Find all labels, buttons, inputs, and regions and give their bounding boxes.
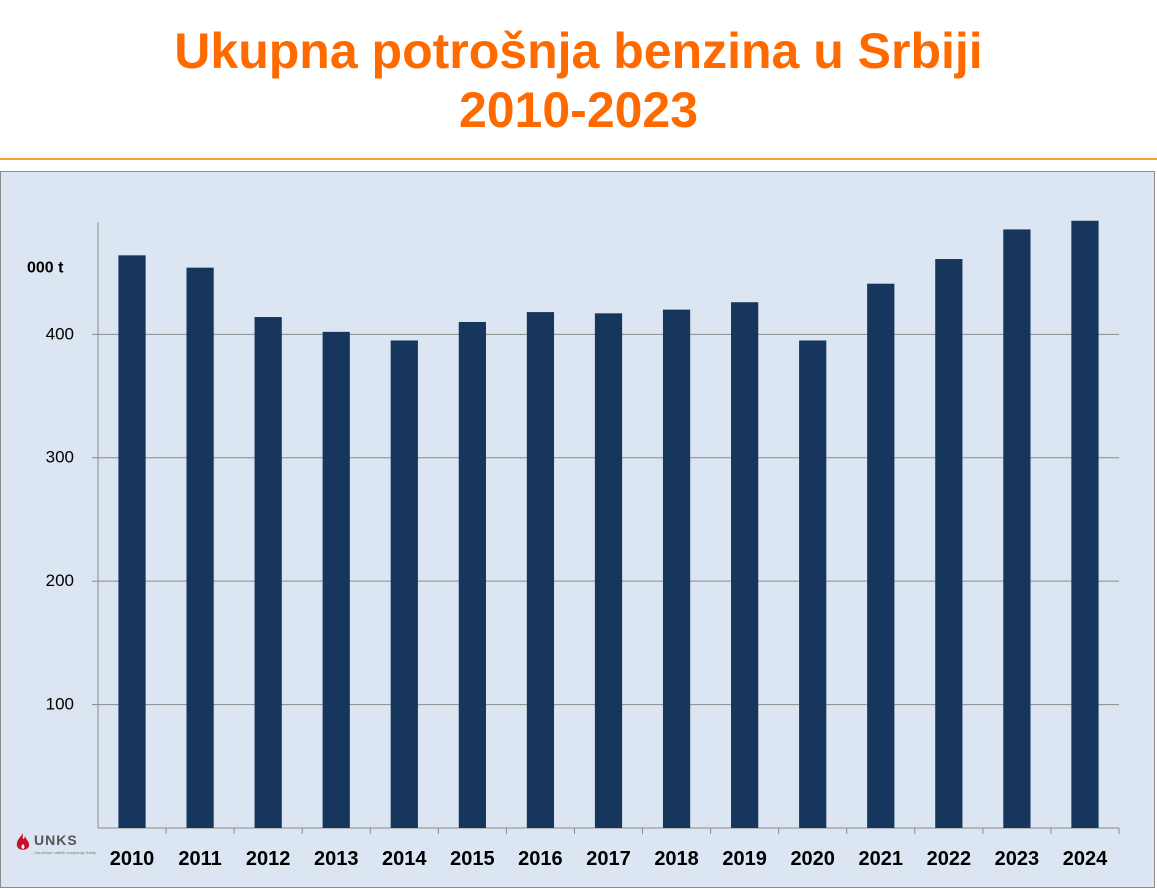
bar — [458, 321, 486, 828]
y-tick-label: 400 — [46, 324, 74, 343]
x-tick-label: 2022 — [927, 848, 972, 870]
bar — [935, 259, 963, 828]
y-tick-label: 100 — [46, 695, 74, 714]
x-tick-label: 2024 — [1063, 848, 1108, 870]
bar — [1071, 220, 1099, 829]
x-tick-label: 2016 — [518, 848, 563, 870]
page-title: Ukupna potrošnja benzina u Srbiji 2010-2… — [0, 22, 1157, 140]
bar — [254, 317, 282, 828]
bar — [867, 283, 895, 828]
x-tick-label: 2023 — [995, 848, 1040, 870]
x-tick-label: 2014 — [382, 848, 427, 870]
x-tick-label: 2012 — [246, 848, 291, 870]
bar — [1003, 229, 1031, 829]
x-tick-label: 2015 — [450, 848, 495, 870]
logo-subtitle: Udruženje naftnih kompanija Srbije — [34, 850, 97, 855]
bar — [594, 313, 623, 828]
y-axis-label: 000 t — [27, 259, 64, 276]
bar — [322, 331, 350, 828]
bar — [186, 267, 214, 828]
x-tick-label: 2019 — [722, 848, 767, 870]
x-tick-label: 2020 — [790, 848, 835, 870]
bar-chart: 100 200 300 400 000 t 2010 2011 2012 2013 2014 201… — [27, 220, 1120, 870]
flame-icon — [16, 833, 30, 850]
unks-logo: UNKS Udruženje naftnih kompanija Srbije — [14, 832, 97, 860]
bar — [118, 255, 146, 828]
logo-text: UNKS — [34, 832, 78, 848]
title-line-1: Ukupna potrošnja benzina u Srbiji — [174, 23, 983, 79]
x-tick-label: 2011 — [178, 848, 221, 870]
bar — [799, 340, 827, 828]
bar — [526, 312, 555, 828]
title-line-2: 2010-2023 — [458, 82, 699, 138]
x-tick-label: 2018 — [654, 848, 699, 870]
chart-panel: 100 200 300 400 000 t 2010 2011 2012 2013 2014 201… — [0, 171, 1155, 888]
y-tick-label: 300 — [46, 448, 74, 467]
x-tick-label: 2021 — [859, 848, 904, 870]
y-tick-label: 200 — [46, 571, 74, 590]
title-divider — [0, 158, 1157, 160]
x-tick-label: 2010 — [110, 848, 155, 870]
bar — [731, 302, 759, 829]
bar — [662, 309, 691, 828]
bar — [390, 340, 418, 828]
x-tick-label: 2017 — [586, 848, 631, 870]
x-tick-label: 2013 — [314, 848, 359, 870]
